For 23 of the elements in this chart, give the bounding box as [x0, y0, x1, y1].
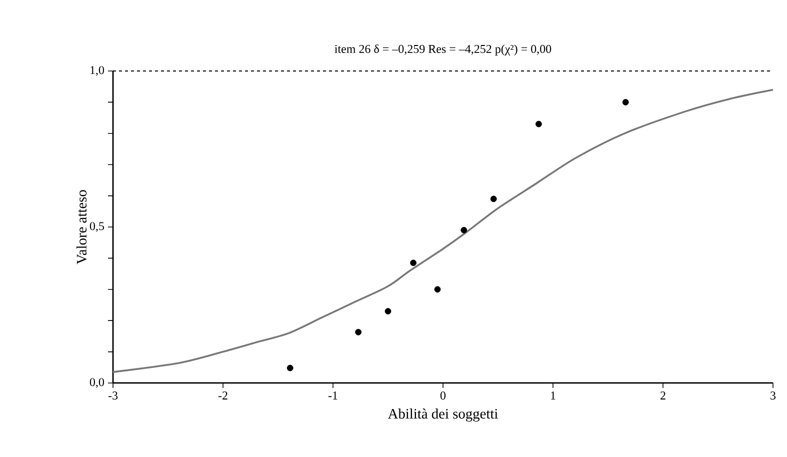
point: [410, 260, 416, 266]
point: [434, 286, 441, 293]
chart-title: item 26 δ = –0,259 Res = –4,252 p(χ²) = 0,00: [334, 44, 552, 56]
point: [460, 226, 468, 234]
point: [355, 328, 362, 336]
point: [490, 196, 497, 202]
point: [535, 120, 542, 128]
x-tick-label: 2: [660, 392, 666, 400]
y-tick-label: 0,0: [90, 378, 104, 388]
x-axis-title: Abilità dei soggetti: [388, 408, 498, 422]
line-series: [112, 88, 774, 373]
y-tick-label: 0,5: [90, 222, 104, 232]
x-tick-label: -1: [328, 392, 338, 400]
point: [384, 308, 392, 314]
x-tick-label: -3: [108, 392, 118, 400]
x-tick-label: 3: [770, 392, 776, 400]
x-tick-label: 1: [551, 392, 556, 400]
x-tick-label: -2: [218, 392, 228, 400]
x-tick-label: 0: [440, 392, 446, 400]
point: [286, 364, 294, 372]
y-axis-title: Valore atteso: [76, 190, 87, 264]
point: [622, 98, 629, 106]
y-tick-label: 1,0: [90, 66, 104, 76]
